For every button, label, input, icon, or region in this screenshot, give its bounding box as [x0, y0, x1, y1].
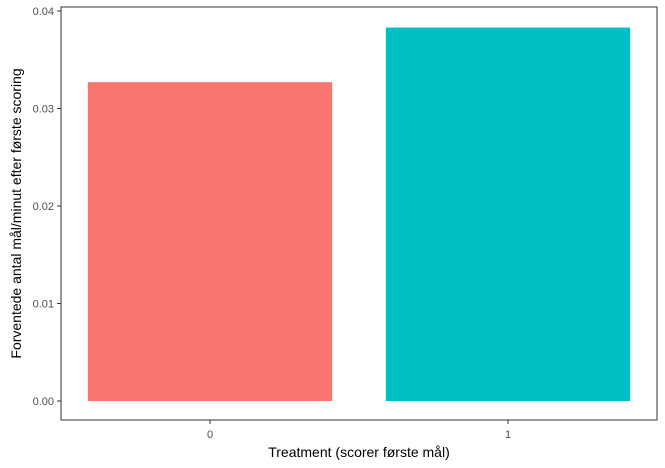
y-tick-label-3: 0.03: [33, 104, 54, 116]
y-axis: 0.00 0.01 0.02 0.03 0.04: [33, 6, 61, 408]
x-tick-label-0: 0: [207, 429, 213, 441]
bar-1: [385, 27, 631, 401]
y-tick-label-4: 0.04: [33, 6, 54, 18]
bars-group: [87, 27, 631, 402]
x-tick-label-1: 1: [505, 429, 511, 441]
y-tick-label-2: 0.02: [33, 201, 54, 213]
bar-0: [87, 82, 333, 402]
x-axis-title: Treatment (scorer første mål): [268, 444, 450, 460]
y-tick-label-1: 0.01: [33, 299, 54, 311]
y-axis-title: Forventede antal mål/minut efter første …: [8, 68, 24, 358]
y-tick-label-0: 0.00: [33, 396, 54, 408]
